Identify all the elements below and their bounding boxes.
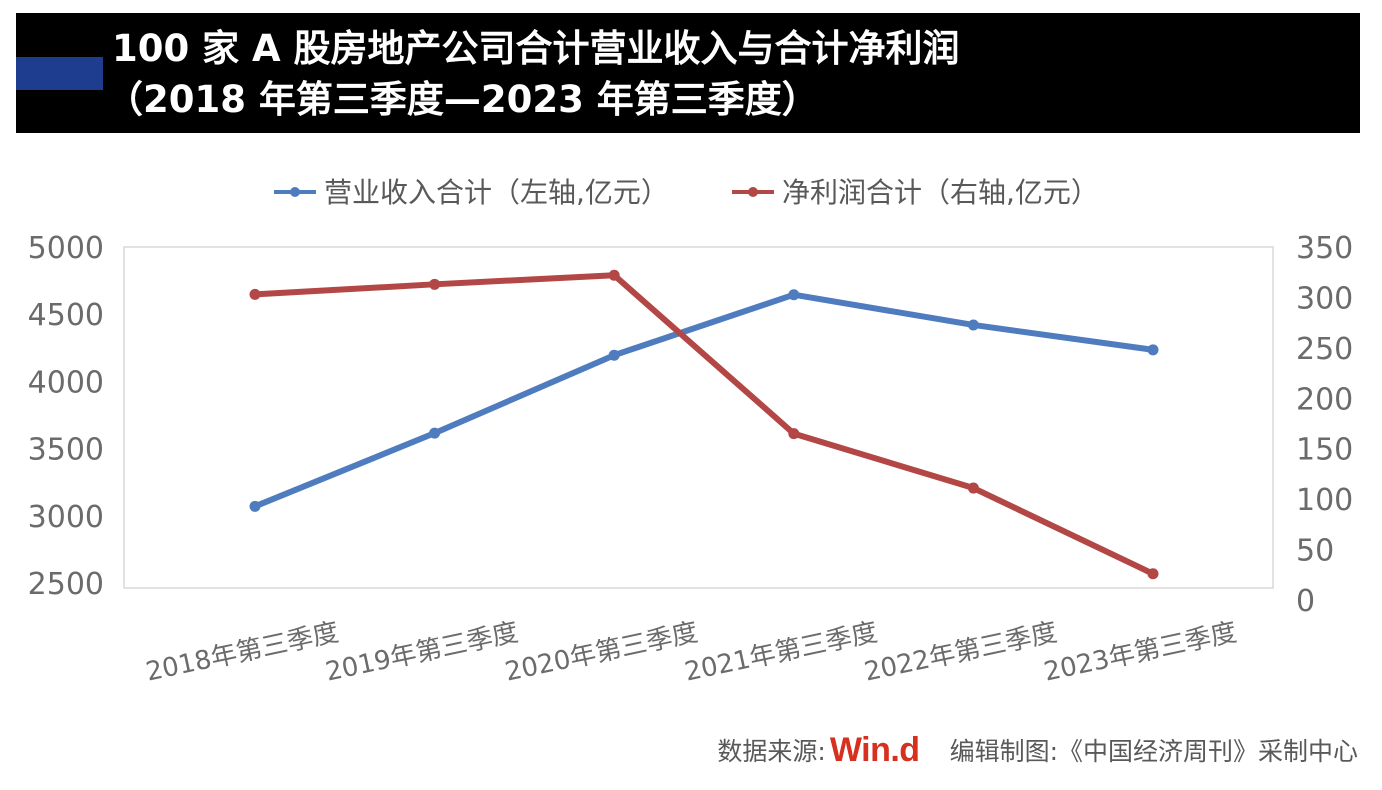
title-accent-bar xyxy=(16,57,103,90)
source-brand-logo: Win.d xyxy=(829,730,920,769)
x-axis: 2018年第三季度2019年第三季度2020年第三季度2021年第三季度2022… xyxy=(143,618,1239,688)
source-label: 数据来源: xyxy=(717,737,826,766)
revenue-point xyxy=(608,349,620,361)
x-tick-label: 2022年第三季度 xyxy=(862,618,1060,688)
series-layer xyxy=(249,269,1159,580)
chart-title-line1: 100 家 A 股房地产公司合计营业收入与合计净利润 xyxy=(112,27,960,70)
left-tick-label: 2500 xyxy=(28,567,104,602)
revenue-point xyxy=(249,500,261,512)
x-tick-label: 2020年第三季度 xyxy=(503,618,701,688)
revenue-point xyxy=(967,319,979,331)
right-tick-label: 250 xyxy=(1296,332,1353,367)
revenue-point xyxy=(1147,344,1159,356)
left-axis: 2500 3000 3500 4000 4500 5000 xyxy=(28,231,104,602)
right-tick-label: 300 xyxy=(1296,281,1353,316)
right-tick-label: 150 xyxy=(1296,433,1353,468)
title-banner xyxy=(16,13,1360,133)
revenue-point xyxy=(429,427,441,439)
x-tick-label: 2019年第三季度 xyxy=(323,618,521,688)
chart-legend: 营业收入合计（左轴,亿元） 净利润合计（右轴,亿元） xyxy=(274,176,1099,209)
x-tick-label: 2018年第三季度 xyxy=(143,618,341,688)
left-tick-label: 5000 xyxy=(28,231,104,266)
legend-revenue-label: 营业收入合计（左轴,亿元） xyxy=(324,176,669,209)
x-tick-label: 2023年第三季度 xyxy=(1041,618,1239,688)
editor-credit: 编辑制图:《中国经济周刊》采制中心 xyxy=(949,737,1358,766)
profit-point xyxy=(788,428,800,440)
right-tick-label: 50 xyxy=(1296,534,1334,569)
right-axis: 0 50 100 150 200 250 300 350 xyxy=(1296,231,1353,619)
x-tick-label: 2021年第三季度 xyxy=(682,618,880,688)
legend-profit-label: 净利润合计（右轴,亿元） xyxy=(782,176,1099,209)
left-tick-label: 3000 xyxy=(28,500,104,535)
profit-point xyxy=(429,278,441,290)
revenue-series-line xyxy=(252,291,1156,510)
right-tick-label: 0 xyxy=(1296,584,1315,619)
left-tick-label: 4000 xyxy=(28,365,104,400)
profit-point xyxy=(1147,568,1159,580)
plot-area xyxy=(123,246,1274,589)
profit-series-line xyxy=(252,272,1156,577)
revenue-point xyxy=(788,289,800,301)
profit-point xyxy=(249,288,261,300)
footer: 数据来源: Win.d 编辑制图:《中国经济周刊》采制中心 xyxy=(717,730,1358,770)
profit-point xyxy=(608,269,620,281)
right-tick-label: 200 xyxy=(1296,382,1353,417)
legend-revenue-marker xyxy=(290,187,300,197)
profit-point xyxy=(967,482,979,494)
left-tick-label: 4500 xyxy=(28,298,104,333)
chart-title-line2: （2018 年第三季度—2023 年第三季度） xyxy=(106,78,819,121)
legend-profit-marker xyxy=(748,187,758,197)
right-tick-label: 100 xyxy=(1296,483,1353,518)
left-tick-label: 3500 xyxy=(28,433,104,468)
right-tick-label: 350 xyxy=(1296,231,1353,266)
